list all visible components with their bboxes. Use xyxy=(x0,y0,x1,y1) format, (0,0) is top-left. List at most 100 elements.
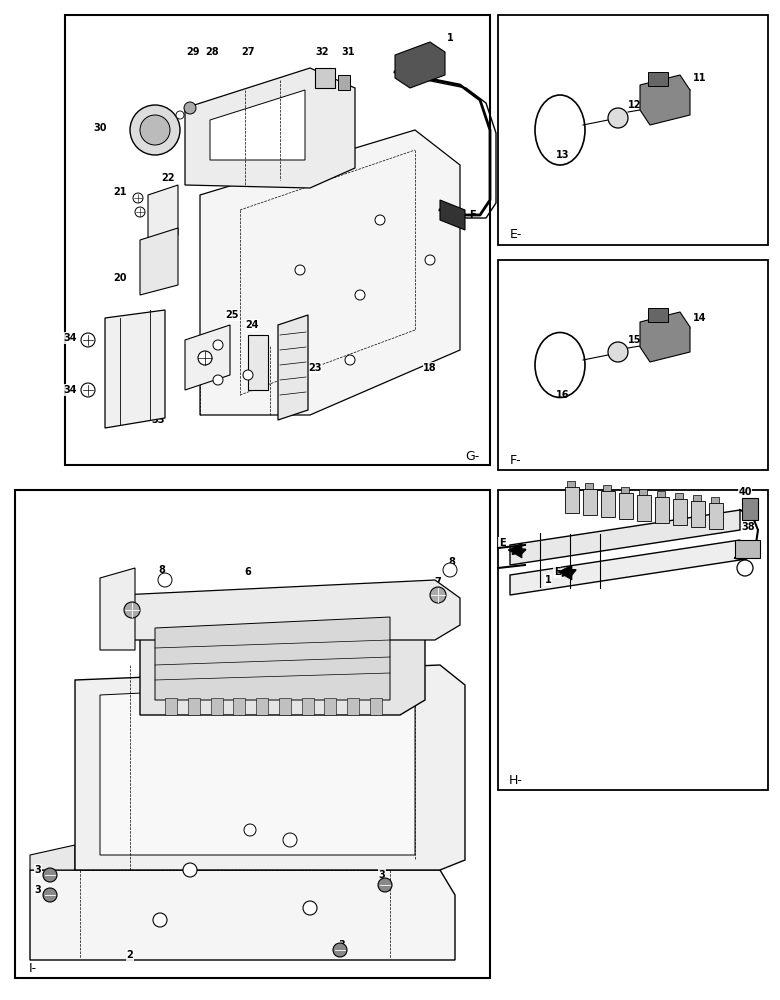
Text: 3: 3 xyxy=(339,940,346,950)
Circle shape xyxy=(355,290,365,300)
Bar xyxy=(188,698,200,715)
Text: 14: 14 xyxy=(693,313,707,323)
Text: 18: 18 xyxy=(424,363,437,373)
Text: 5: 5 xyxy=(254,815,261,825)
Circle shape xyxy=(184,102,196,114)
Text: 12: 12 xyxy=(628,100,642,110)
Text: 2: 2 xyxy=(126,950,133,960)
Bar xyxy=(648,308,668,322)
Circle shape xyxy=(303,901,317,915)
Bar xyxy=(567,481,575,487)
Circle shape xyxy=(135,207,145,217)
Text: H-: H- xyxy=(509,774,523,786)
Polygon shape xyxy=(440,200,465,230)
Bar xyxy=(248,335,268,390)
Circle shape xyxy=(43,868,57,882)
Bar xyxy=(693,495,701,501)
Polygon shape xyxy=(148,185,178,245)
Bar xyxy=(709,503,723,529)
Bar xyxy=(165,698,177,715)
Polygon shape xyxy=(155,617,390,700)
Circle shape xyxy=(198,351,212,365)
Text: 20: 20 xyxy=(113,273,126,283)
Text: 21: 21 xyxy=(113,187,126,197)
Bar xyxy=(691,501,705,527)
Bar xyxy=(603,485,611,491)
Text: I-: I- xyxy=(29,962,37,974)
Bar xyxy=(648,72,668,86)
Circle shape xyxy=(158,573,172,587)
Bar xyxy=(302,698,314,715)
Text: 6: 6 xyxy=(434,627,441,637)
Text: 1: 1 xyxy=(447,33,453,43)
Circle shape xyxy=(608,108,628,128)
Text: E-: E- xyxy=(510,229,522,241)
Text: 29: 29 xyxy=(186,47,200,57)
Text: 8: 8 xyxy=(448,557,456,567)
Polygon shape xyxy=(75,665,465,870)
Bar xyxy=(601,491,615,517)
Circle shape xyxy=(737,560,753,576)
Polygon shape xyxy=(508,543,522,558)
Polygon shape xyxy=(558,565,572,580)
Text: 16: 16 xyxy=(556,390,569,400)
Circle shape xyxy=(176,111,184,119)
Bar xyxy=(256,698,268,715)
Polygon shape xyxy=(278,315,308,420)
Text: 39: 39 xyxy=(741,543,755,553)
Bar xyxy=(279,698,291,715)
Text: 1: 1 xyxy=(544,575,551,585)
Circle shape xyxy=(244,824,256,836)
Polygon shape xyxy=(100,568,135,650)
Text: 34: 34 xyxy=(63,385,76,395)
Circle shape xyxy=(133,193,143,203)
Bar xyxy=(585,483,593,489)
Polygon shape xyxy=(510,540,740,595)
Text: F: F xyxy=(469,210,475,220)
Circle shape xyxy=(153,913,167,927)
Text: 33: 33 xyxy=(151,415,165,425)
Circle shape xyxy=(378,878,392,892)
Polygon shape xyxy=(30,870,455,960)
Circle shape xyxy=(81,333,95,347)
Text: E: E xyxy=(498,538,505,548)
Bar xyxy=(498,15,768,245)
Circle shape xyxy=(124,602,140,618)
Bar xyxy=(655,497,669,523)
Text: 23: 23 xyxy=(308,363,321,373)
Text: E: E xyxy=(554,567,560,577)
Circle shape xyxy=(183,863,197,877)
Bar xyxy=(324,698,336,715)
Text: 8: 8 xyxy=(158,565,165,575)
Bar xyxy=(711,497,719,503)
Bar xyxy=(15,490,490,978)
Text: 11: 11 xyxy=(693,73,707,83)
Circle shape xyxy=(375,215,385,225)
Text: 25: 25 xyxy=(225,310,239,320)
Polygon shape xyxy=(200,130,460,415)
Text: 3: 3 xyxy=(378,870,385,880)
Polygon shape xyxy=(140,608,425,715)
Bar xyxy=(657,491,665,497)
Text: 34: 34 xyxy=(63,333,76,343)
Text: 38: 38 xyxy=(741,522,755,532)
Polygon shape xyxy=(640,75,690,125)
Bar xyxy=(338,75,350,90)
Text: 6: 6 xyxy=(245,567,251,577)
Bar xyxy=(673,499,687,525)
Bar xyxy=(637,495,651,521)
Bar xyxy=(735,540,760,558)
Circle shape xyxy=(285,175,295,185)
Circle shape xyxy=(295,265,305,275)
Text: 22: 22 xyxy=(161,173,175,183)
Bar xyxy=(619,493,633,519)
Polygon shape xyxy=(100,680,415,855)
Bar xyxy=(621,487,629,493)
Polygon shape xyxy=(210,90,305,160)
Polygon shape xyxy=(120,580,460,640)
Text: 27: 27 xyxy=(241,47,255,57)
Polygon shape xyxy=(640,312,690,362)
Text: 40: 40 xyxy=(738,487,752,497)
Bar xyxy=(583,489,597,515)
Text: 13: 13 xyxy=(556,150,569,160)
